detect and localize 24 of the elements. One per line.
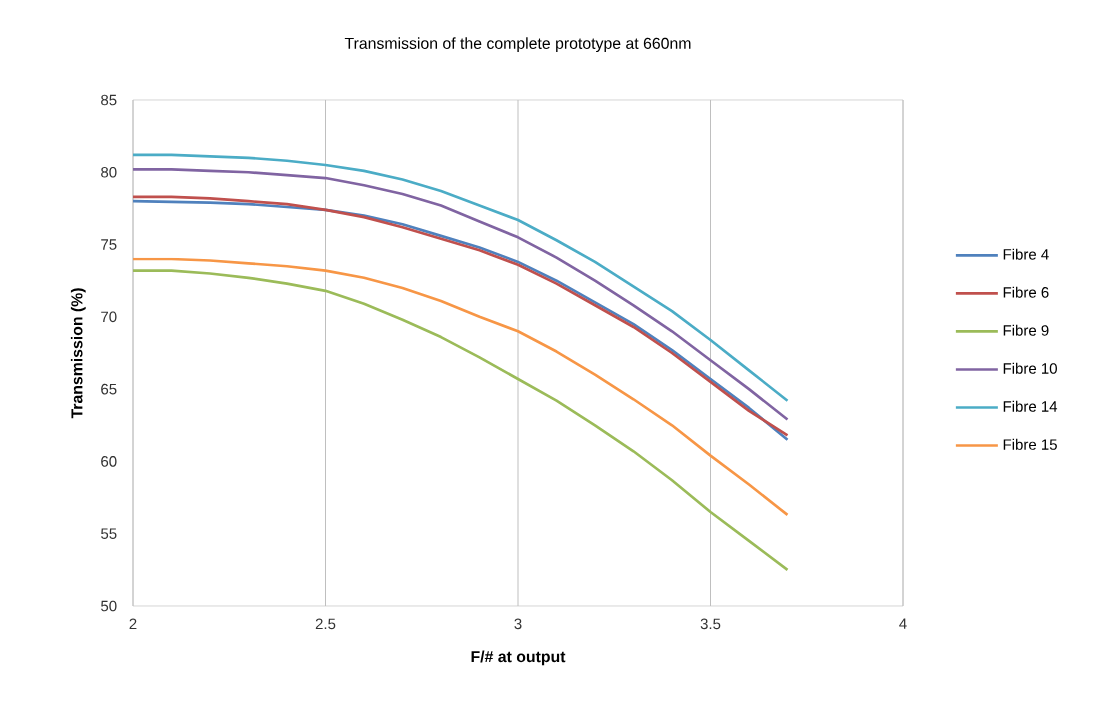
y-tick-label: 70 [101, 311, 117, 323]
legend-label: Fibre 6 [1003, 286, 1049, 298]
line-series [133, 269, 789, 572]
y-tick-label: 55 [101, 528, 117, 539]
legend-label: Fibre 9 [1003, 324, 1049, 336]
x-tick-label: 3 [514, 618, 522, 630]
legend-label: Fibre 10 [1003, 362, 1057, 374]
y-tick-label: 50 [101, 600, 117, 612]
y-tick-label: 80 [101, 166, 117, 178]
y-tick-label: 85 [101, 94, 117, 106]
x-tick-label: 3.5 [700, 618, 721, 630]
y-tick-label: 75 [101, 239, 117, 250]
legend-label: Fibre 14 [1003, 400, 1058, 412]
y-axis-title: Transmission (%) [70, 288, 86, 419]
x-tick-label: 2 [129, 618, 137, 630]
y-tick-label: 60 [101, 456, 117, 467]
x-tick-label: 4 [899, 618, 907, 629]
legend-label: Fibre 15 [1003, 438, 1057, 450]
line-series [133, 257, 789, 517]
x-axis-title: F/# at output [471, 650, 566, 666]
x-tick-label: 2.5 [315, 618, 336, 630]
legend-label: Fibre 4 [1003, 248, 1049, 260]
y-tick-label: 65 [101, 383, 117, 395]
chart-title: Transmission of the complete prototype at 660nm [344, 37, 691, 53]
